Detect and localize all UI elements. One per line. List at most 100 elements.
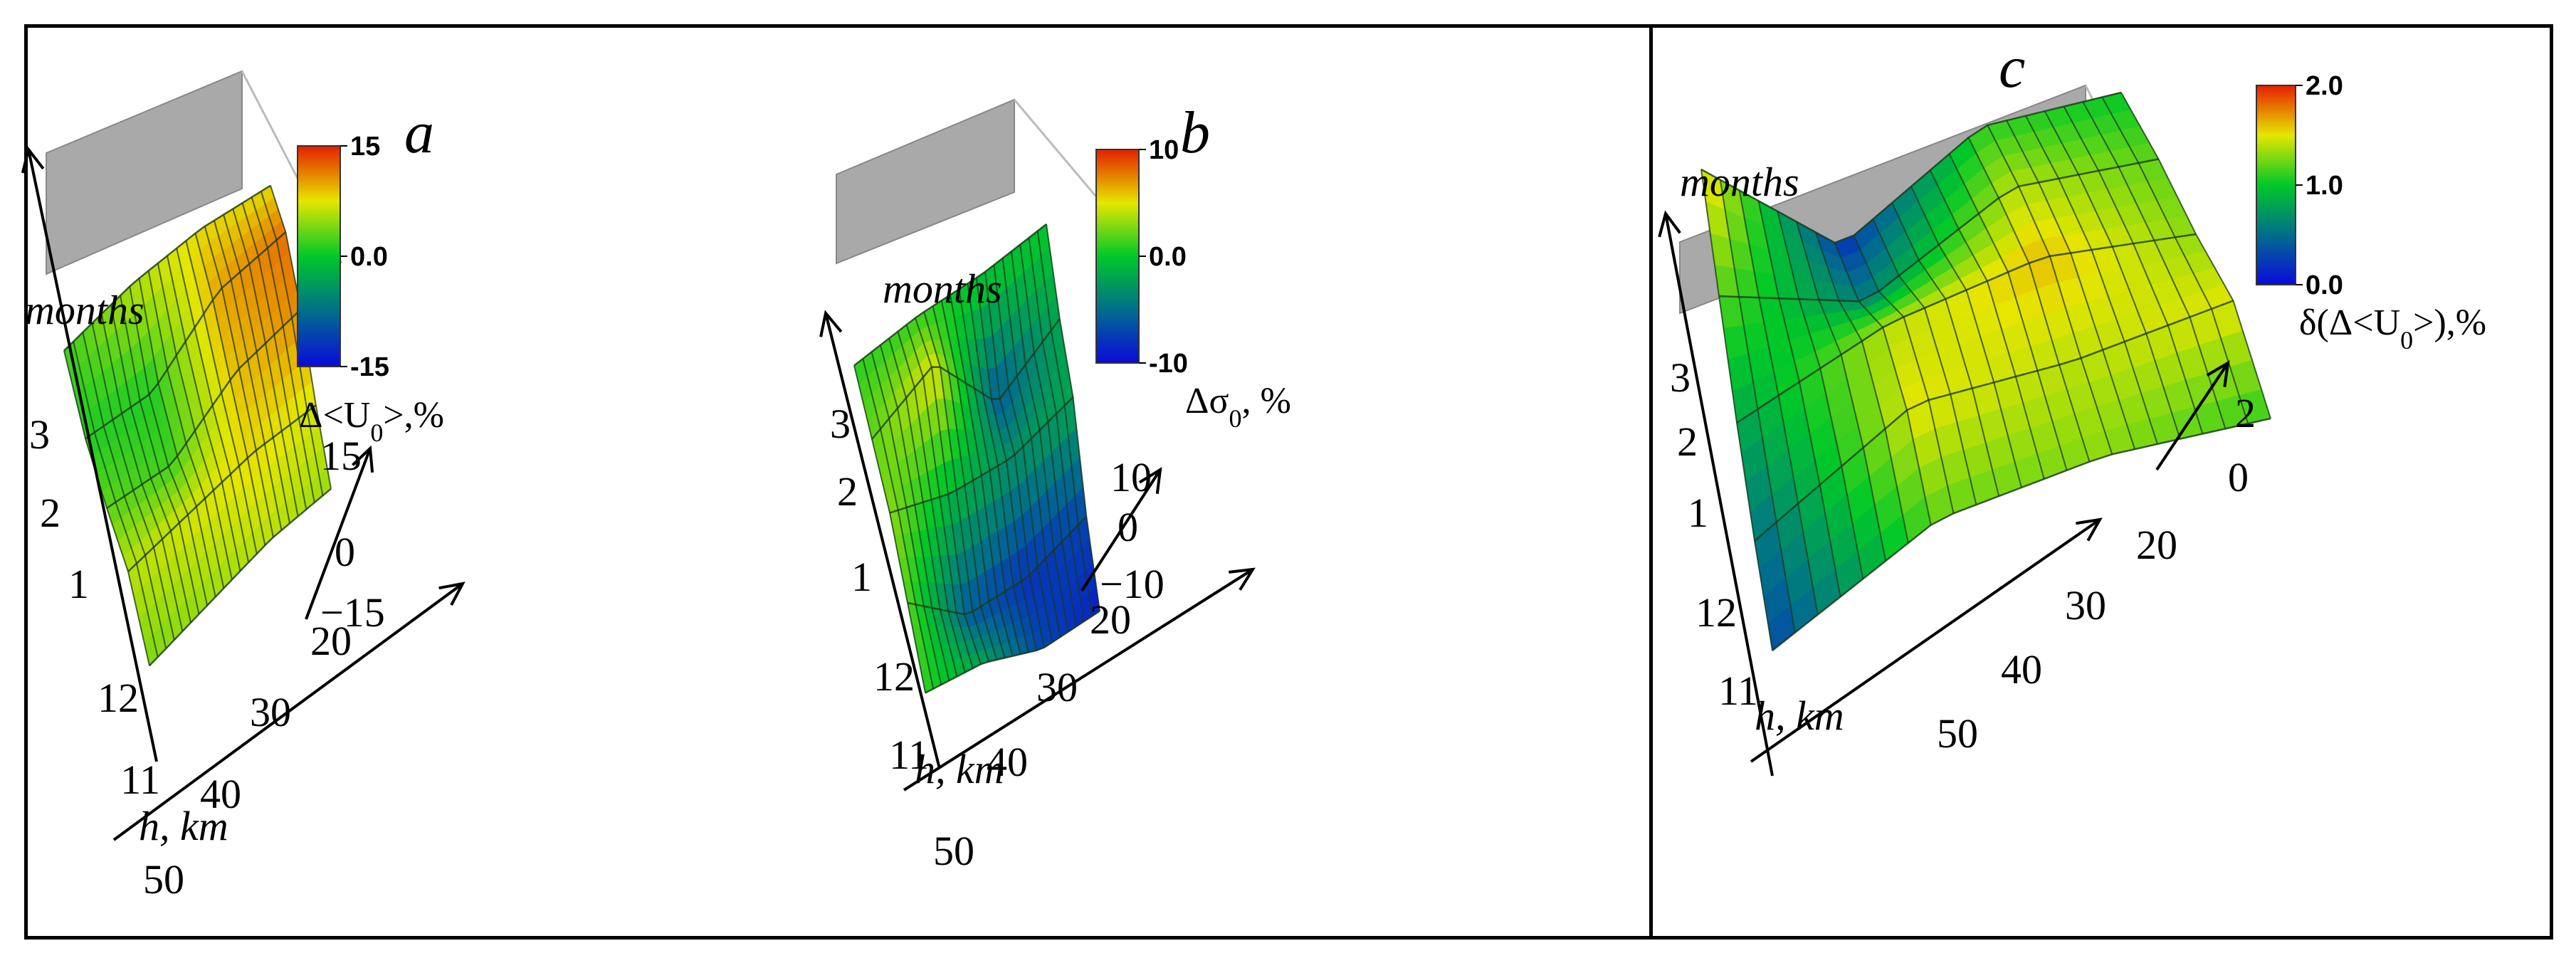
colorbar-tick-label: 15: [350, 132, 380, 162]
z-axis-title: δ(Δ<U0>),%: [2299, 302, 2486, 354]
y-tick-label: 11: [120, 757, 160, 803]
colorbar-tick-label: 1.0: [2306, 171, 2343, 201]
z-tick-label: −15: [320, 589, 385, 636]
colorbar: [297, 145, 341, 367]
surface-mesh: [63, 184, 332, 667]
x-tick-label: 20: [2136, 522, 2177, 568]
months-axis-title: months: [1680, 159, 1799, 205]
z-axis-head: [352, 445, 374, 473]
h-axis-head: [438, 582, 466, 606]
mesh-line: [106, 308, 302, 510]
h-axis-head: [1228, 567, 1256, 591]
y-tick-label: 1: [851, 554, 872, 600]
colorbar-tick-label: -10: [1149, 349, 1188, 379]
y-tick-label: 3: [29, 411, 50, 458]
months-axis-head: [21, 146, 45, 174]
mesh-line: [127, 404, 317, 572]
mesh-line: [149, 488, 332, 667]
panel-label-b: b: [1180, 100, 1210, 166]
h-axis-title: h, km: [915, 746, 1004, 792]
colorbar: [1095, 149, 1140, 364]
x-tick-label: 40: [2001, 646, 2042, 693]
mesh-line: [853, 223, 1047, 367]
z-title-suffix: >),%: [2413, 302, 2486, 343]
z-title-main: Δ<U: [299, 395, 370, 436]
y-tick-label: 12: [98, 675, 139, 721]
z-axis-title: Δ<U0>,%: [299, 395, 444, 447]
h-axis: [903, 568, 1254, 791]
y-tick-label: 12: [873, 653, 915, 700]
z-tick-label: 0: [1118, 504, 1138, 550]
z-title-main: δ(Δ<U: [2299, 302, 2400, 343]
back-wall: [836, 98, 1015, 265]
mesh-line: [907, 515, 1088, 616]
y-tick-label: 11: [1718, 668, 1758, 714]
months-axis-title: months: [25, 287, 144, 333]
x-tick-label: 30: [1036, 664, 1078, 710]
z-axis-head: [2206, 360, 2230, 387]
y-tick-label: 11: [889, 732, 929, 778]
mesh-line: [1772, 417, 2271, 651]
z-axis-head: [1138, 467, 1162, 494]
h-axis: [1750, 518, 2101, 763]
z-tick-label: 2: [2235, 390, 2256, 436]
z-tick-label: −10: [1100, 561, 1165, 607]
h-axis-title: h, km: [139, 803, 228, 849]
x-tick-label: 40: [987, 739, 1028, 785]
y-tick-label: 3: [830, 401, 851, 447]
colorbar: [2256, 85, 2296, 285]
y-tick-label: 2: [837, 468, 858, 515]
z-title-suffix: , %: [1241, 381, 1290, 421]
z-tick-label: 0: [335, 529, 355, 575]
months-axis: [1664, 213, 1774, 777]
surface-mesh: [853, 223, 1100, 694]
mesh-line: [1736, 233, 2197, 424]
colorbar-tick-label: 10: [1149, 135, 1179, 165]
y-tick-label: 2: [1677, 419, 1698, 465]
z-title-sub: 0: [370, 419, 383, 447]
mesh-line: [85, 231, 287, 440]
h-axis-head: [2076, 517, 2103, 542]
y-tick-label: 2: [40, 490, 61, 536]
mesh-line: [1754, 300, 2234, 542]
x-tick-label: 40: [200, 771, 241, 817]
h-axis: [112, 582, 464, 841]
colorbar-tick-label: 0.0: [1149, 242, 1187, 272]
months-axis-title: months: [883, 265, 1002, 312]
y-tick-label: 1: [1688, 490, 1708, 536]
colorbar-tick-label: -15: [350, 352, 389, 382]
mesh-line: [1700, 91, 2122, 244]
months-axis-head: [1658, 210, 1681, 238]
z-axis: [2155, 362, 2229, 471]
mesh-line: [63, 184, 271, 352]
z-tick-label: 0: [2228, 454, 2249, 500]
x-tick-label: 50: [1937, 710, 1978, 757]
x-tick-label: 30: [250, 689, 291, 735]
z-title-suffix: >,%: [383, 395, 444, 436]
months-axis-head: [819, 310, 843, 337]
colorbar-tick-label: 0.0: [350, 242, 388, 272]
z-tick-label: 15: [320, 433, 362, 479]
z-axis: [1081, 468, 1162, 592]
z-axis-title: Δσ0, %: [1185, 381, 1291, 433]
z-axis: [305, 448, 372, 620]
y-tick-label: 12: [1696, 589, 1737, 636]
x-tick-label: 20: [310, 618, 352, 664]
z-tick-label: 10: [1110, 454, 1152, 500]
box-edge: [1013, 99, 1112, 214]
panel-label-c: c: [1999, 34, 2026, 100]
surface-mesh: [1700, 91, 2271, 651]
mesh-line: [1718, 158, 2159, 302]
x-tick-label: 50: [933, 828, 974, 874]
panel-label-a: a: [404, 100, 434, 166]
h-axis-title: h, km: [1755, 693, 1844, 739]
mesh-line: [925, 610, 1100, 694]
months-axis: [27, 149, 158, 762]
y-tick-label: 1: [68, 561, 89, 607]
z-title-sub: 0: [2400, 326, 2413, 354]
x-tick-label: 20: [1090, 596, 1131, 643]
